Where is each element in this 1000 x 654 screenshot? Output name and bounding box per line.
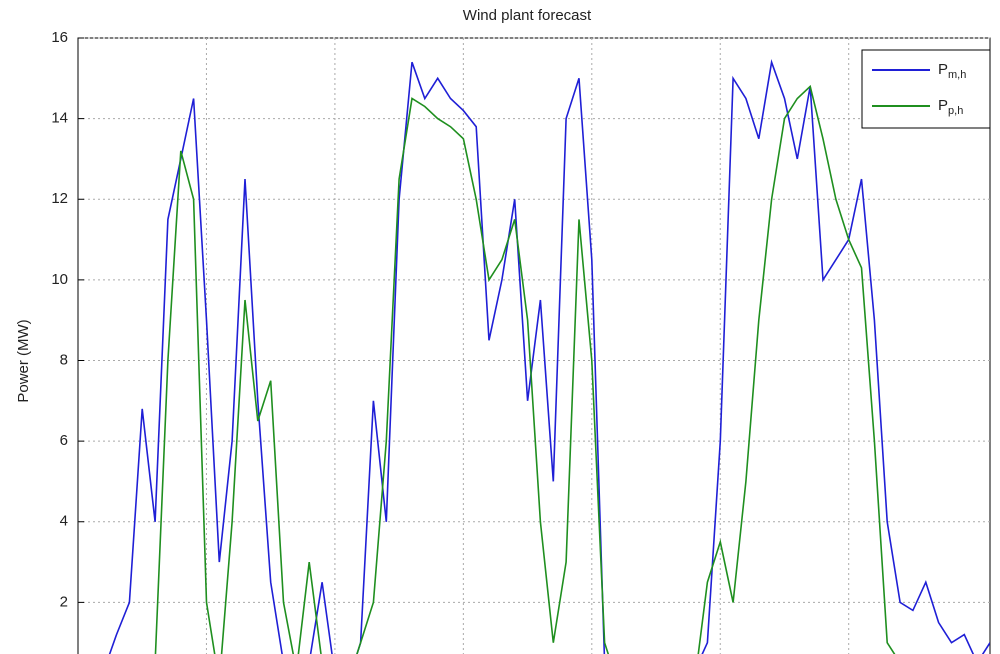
- y-tick-label: 14: [51, 110, 68, 127]
- grid: [78, 37, 990, 654]
- lines: [108, 59, 990, 654]
- legend-label: Pm,h: [938, 61, 966, 81]
- y-axis-label: Power (MW): [15, 319, 32, 402]
- y-tick-label: 2: [60, 593, 68, 610]
- legend-box: [861, 49, 991, 129]
- series-line: [154, 84, 896, 654]
- y-tick-label: 16: [51, 29, 68, 46]
- y-tick-label: 12: [51, 190, 68, 207]
- legend-label: Pp,h: [938, 97, 963, 117]
- legend: Pm,h Pp,h: [861, 49, 991, 129]
- chart-title: Wind plant forecast: [463, 7, 592, 24]
- y-tick-label: 6: [60, 432, 68, 449]
- series-line: [108, 59, 990, 654]
- y-tick-label: 4: [60, 513, 68, 530]
- y-tick-label: 8: [60, 351, 68, 368]
- y-tick-label: 10: [51, 271, 68, 288]
